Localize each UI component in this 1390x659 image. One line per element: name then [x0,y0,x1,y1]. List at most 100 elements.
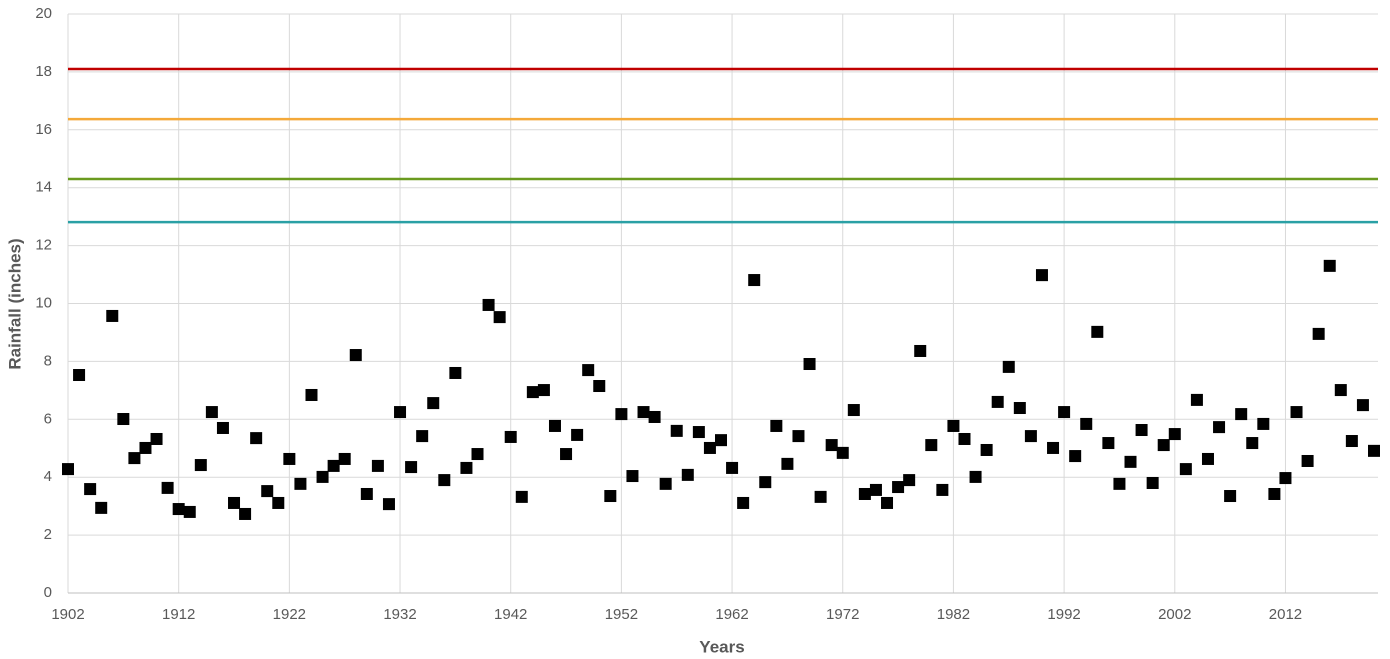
point [1047,441,1060,454]
x-tick-label: 1952 [605,606,638,623]
x-tick-label: 1982 [937,606,970,623]
point [150,432,163,445]
point [272,496,285,509]
point [183,505,196,518]
point [1002,360,1015,373]
point [117,413,130,426]
point [571,428,584,441]
point [1035,269,1048,282]
point [515,490,528,503]
point [748,274,761,287]
point [73,369,86,382]
x-tick-label: 1912 [162,606,195,623]
point [670,424,683,437]
y-tick-label: 12 [35,237,52,254]
point [1224,490,1237,503]
point [449,366,462,379]
point [1124,455,1137,468]
point [416,430,429,443]
point [139,441,152,454]
x-tick-label: 1932 [383,606,416,623]
point [504,430,517,443]
point [1190,393,1203,406]
point [471,448,484,461]
y-tick-label: 2 [44,526,52,543]
point [537,384,550,397]
point [1179,463,1192,476]
x-tick-label: 1922 [273,606,306,623]
x-tick-label: 1972 [826,606,859,623]
point [349,349,362,362]
point [360,487,373,500]
point [781,457,794,470]
point [869,483,882,496]
point [493,311,506,324]
point [482,298,495,311]
point [980,443,993,456]
point [1235,408,1248,421]
point [626,470,639,483]
y-tick-label: 16 [35,121,52,138]
point [1279,472,1292,485]
point [858,487,871,500]
point [925,439,938,452]
x-tick-label: 1992 [1047,606,1080,623]
point [316,470,329,483]
point [770,419,783,432]
y-tick-label: 14 [35,179,52,196]
point [216,421,229,434]
point [1146,476,1159,489]
point [1102,437,1115,450]
point [194,459,207,472]
point [327,459,340,472]
point [1257,417,1270,430]
point [62,463,74,476]
x-tick-label: 1962 [715,606,748,623]
point [1246,437,1259,450]
point [648,410,661,423]
point [726,461,739,474]
point [947,419,960,432]
point [371,459,384,472]
point [228,496,241,509]
point [792,430,805,443]
point [382,498,395,511]
point [1312,327,1325,340]
point [239,507,252,520]
y-axis-title: Rainfall (inches) [5,238,24,369]
y-tick-label: 20 [35,5,52,22]
point [1113,477,1126,490]
point [847,404,860,417]
point [582,364,595,377]
point [405,461,418,474]
point [1013,402,1026,415]
point [903,474,916,487]
point [881,496,894,509]
y-tick-label: 0 [44,584,52,601]
point [526,386,539,399]
point [969,470,982,483]
point [1058,406,1071,419]
point [205,406,218,419]
point [1345,435,1358,448]
y-tick-label: 6 [44,410,52,427]
point [95,501,108,514]
point [593,380,606,393]
point [681,468,694,481]
y-tick-label: 4 [44,468,52,485]
y-tick-label: 10 [35,294,52,311]
x-tick-label: 1902 [51,606,84,623]
point [637,406,650,419]
x-tick-label: 2002 [1158,606,1191,623]
point [659,477,672,490]
point [294,477,307,490]
point [1168,428,1181,441]
y-tick-label: 18 [35,63,52,80]
point [1080,417,1093,430]
point [438,474,451,487]
point [615,408,628,421]
point [128,452,141,465]
point [1069,450,1082,463]
point [759,476,772,489]
